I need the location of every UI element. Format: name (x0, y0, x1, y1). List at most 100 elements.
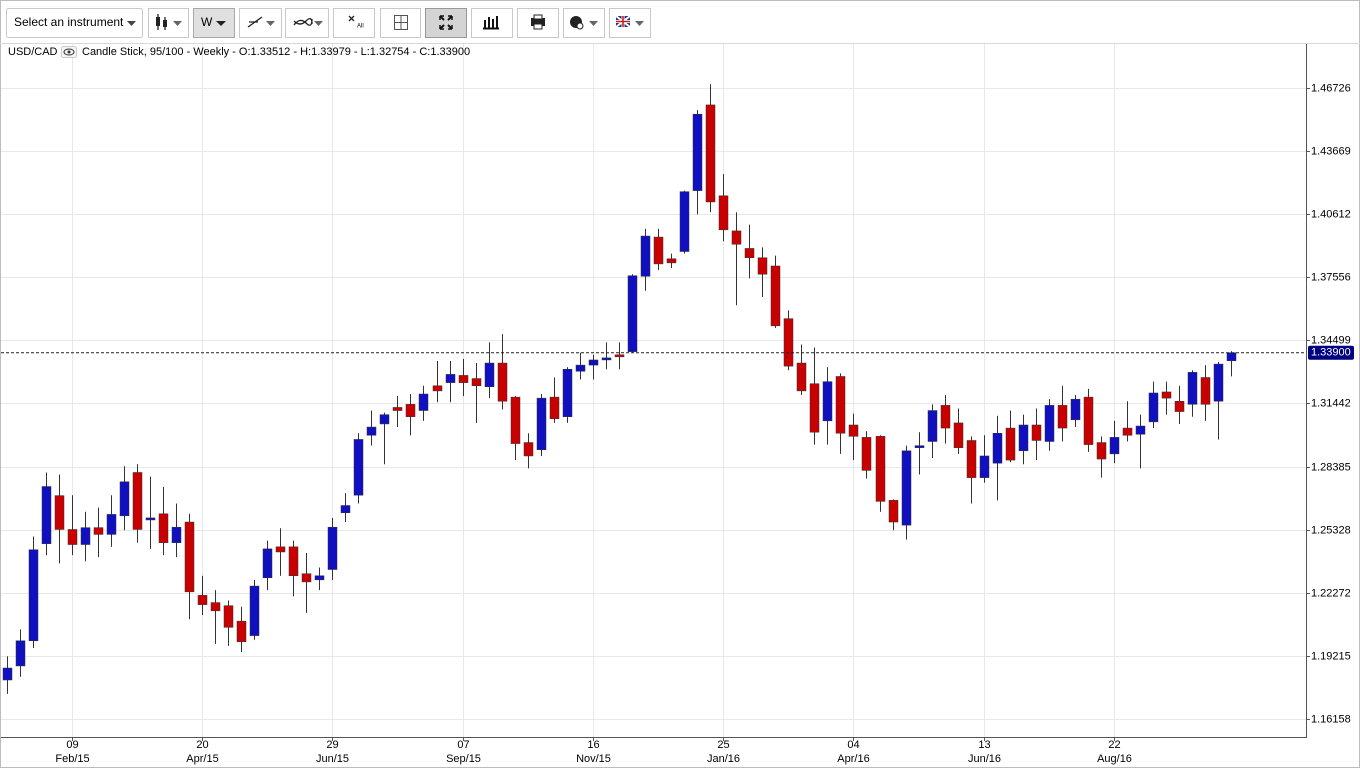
remove-all-button[interactable]: All (333, 8, 375, 38)
x-tick-label: 25 (717, 739, 729, 751)
x-tick-label: Jan/16 (707, 753, 740, 765)
candle-body (588, 359, 599, 366)
candle-body (106, 514, 117, 535)
candle-body (471, 378, 482, 387)
last-price-box (1308, 345, 1354, 360)
x-tick-label: Jun/16 (968, 753, 1001, 765)
x-tick-label: 04 (847, 739, 859, 751)
eye-icon (67, 50, 71, 54)
icon (394, 15, 408, 30)
candle-body (1031, 424, 1042, 441)
fullscreen-button[interactable] (425, 8, 467, 38)
instrument-box[interactable] (6, 8, 143, 38)
button[interactable] (425, 8, 467, 38)
icon (348, 15, 355, 22)
x-tick-label: 29 (326, 739, 338, 751)
x-tick-label: Jun/15 (316, 753, 349, 765)
period-button[interactable]: W (193, 8, 235, 38)
candle-body (80, 527, 91, 545)
grid (1, 44, 1306, 737)
settings-button[interactable] (563, 8, 605, 38)
candle-body (835, 376, 846, 434)
icon (533, 14, 543, 20)
dropdown-arrow (635, 21, 644, 26)
print-button[interactable] (517, 8, 559, 38)
candle-body (914, 445, 925, 448)
candle-body (809, 383, 820, 433)
candle-body (497, 362, 508, 402)
button[interactable] (239, 8, 282, 38)
button[interactable] (333, 8, 375, 38)
candle-body (549, 396, 560, 420)
button[interactable] (148, 8, 189, 38)
y-tick-label: 1.40612 (1311, 208, 1351, 220)
candle-body (262, 548, 273, 579)
candle-body (432, 385, 443, 392)
x-tick-label: 07 (457, 739, 469, 751)
candle-body (861, 437, 872, 471)
candle-body (197, 595, 208, 605)
x-tick-label: Feb/15 (55, 753, 89, 765)
x-tick-label: 22 (1108, 739, 1120, 751)
y-tick-label: 1.31442 (1311, 397, 1351, 409)
candle-body (236, 620, 247, 643)
candle-body (327, 526, 338, 570)
candle-body (992, 432, 1003, 464)
y-tick-label: 1.25328 (1311, 524, 1351, 536)
dropdown-arrow (127, 21, 136, 26)
x-tick-label: 20 (196, 739, 208, 751)
y-tick-label: 1.19215 (1311, 650, 1351, 662)
candle-body (757, 257, 768, 275)
candle-body (210, 602, 221, 612)
candle-body (796, 362, 807, 392)
instrument-placeholder[interactable]: Select an instrument (14, 15, 124, 29)
candle-body (28, 549, 39, 642)
candle-body (15, 640, 26, 667)
chart-type-button[interactable] (148, 8, 189, 38)
candle-body (405, 404, 416, 417)
candle-body (54, 495, 65, 530)
x-tick-label: 09 (66, 739, 78, 751)
drawing-button[interactable] (239, 8, 282, 38)
button[interactable] (193, 8, 235, 38)
candle-body (822, 381, 833, 422)
candle-body (458, 375, 469, 383)
button[interactable] (285, 8, 329, 38)
icon (439, 15, 453, 30)
candle-body (223, 605, 234, 628)
indicator-button[interactable] (285, 8, 329, 38)
language-button[interactable] (609, 8, 651, 38)
instrument-name: USD/CAD (8, 46, 58, 58)
candle-body (940, 405, 951, 429)
candle-body (562, 368, 573, 417)
candle-body (392, 407, 403, 411)
all-label[interactable]: All (357, 24, 364, 30)
visibility-toggle[interactable] (61, 46, 77, 58)
candle-body (875, 436, 886, 502)
icon (576, 22, 584, 30)
candle-body (1044, 405, 1055, 442)
candle-body (731, 230, 742, 245)
candle-body (249, 585, 260, 636)
x-tick-label: Apr/15 (186, 753, 218, 765)
series-description: Candle Stick, 95/100 - Weekly - O:1.3351… (82, 46, 470, 58)
period-label[interactable]: W (201, 15, 213, 29)
button[interactable] (563, 8, 605, 38)
dropdown-arrow (589, 21, 598, 26)
candle-body (484, 362, 495, 388)
volume-button[interactable] (471, 8, 513, 38)
instrument-select[interactable]: Select an instrument (6, 8, 143, 38)
candle-body (340, 505, 351, 513)
crosshair-button[interactable] (380, 8, 421, 38)
candle-body (927, 410, 938, 442)
candle-body (1226, 352, 1237, 361)
dropdown-arrow (266, 21, 275, 26)
candle-body (171, 526, 182, 543)
x-tick-label: Sep/15 (446, 753, 481, 765)
icon (439, 15, 453, 30)
icon (163, 20, 167, 27)
candle-body (2, 667, 13, 681)
